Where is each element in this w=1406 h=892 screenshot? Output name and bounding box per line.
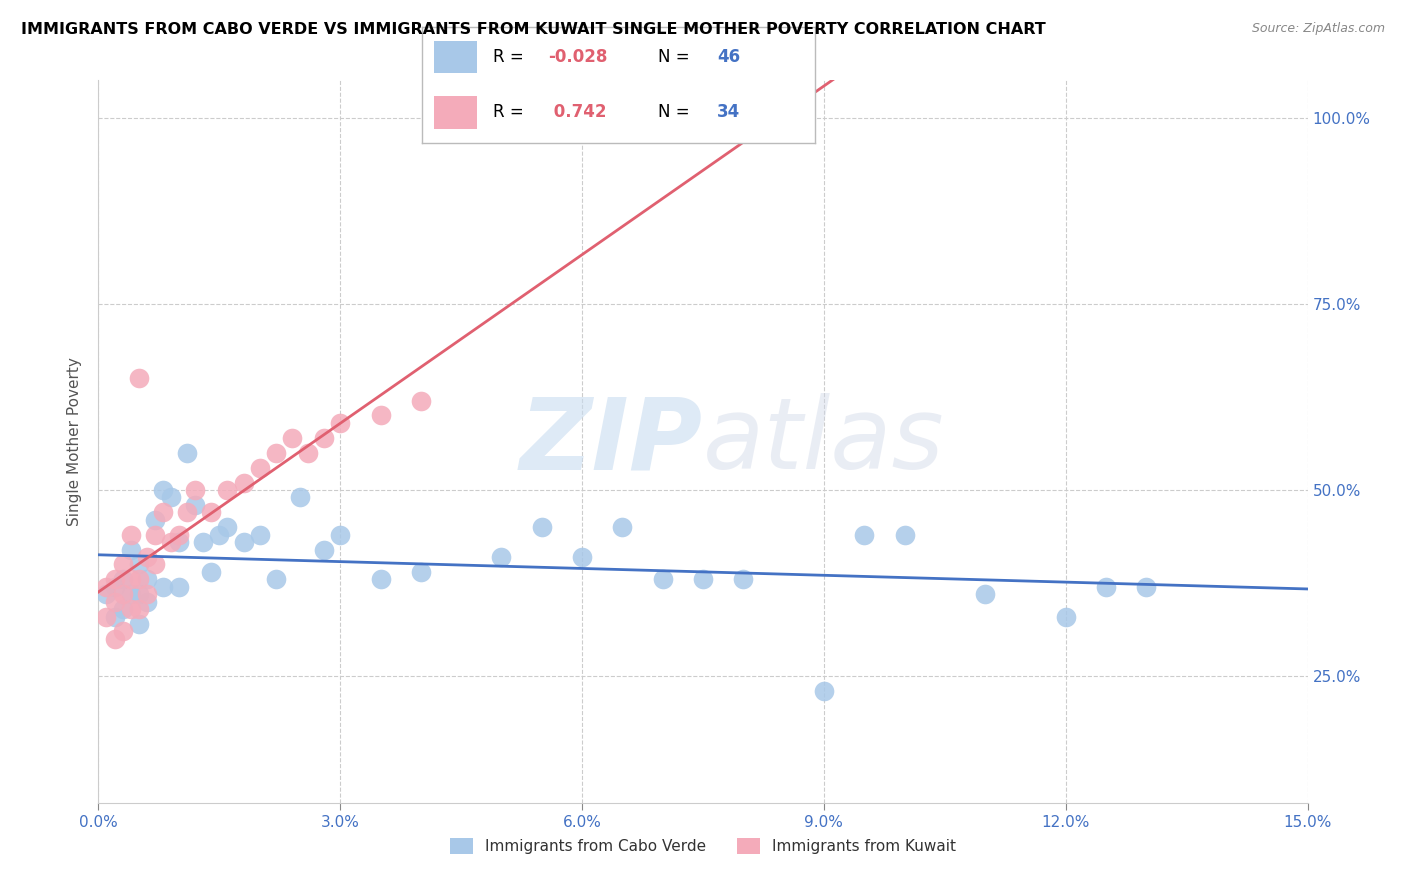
Point	[128, 617, 150, 632]
Point	[1095, 580, 1118, 594]
Point	[96, 580, 118, 594]
Point	[111, 572, 134, 586]
Point	[143, 513, 166, 527]
Point	[103, 609, 125, 624]
Point	[152, 483, 174, 497]
Point	[176, 446, 198, 460]
Point	[167, 527, 190, 541]
Point	[249, 527, 271, 541]
Point	[103, 632, 125, 646]
Text: IMMIGRANTS FROM CABO VERDE VS IMMIGRANTS FROM KUWAIT SINGLE MOTHER POVERTY CORRE: IMMIGRANTS FROM CABO VERDE VS IMMIGRANTS…	[21, 22, 1046, 37]
Point	[974, 587, 997, 601]
Point	[120, 572, 142, 586]
Point	[208, 527, 231, 541]
Point	[96, 587, 118, 601]
Point	[120, 602, 142, 616]
Point	[128, 371, 150, 385]
Point	[111, 558, 134, 572]
Point	[297, 446, 319, 460]
Point	[651, 572, 673, 586]
Point	[152, 505, 174, 519]
Legend: Immigrants from Cabo Verde, Immigrants from Kuwait: Immigrants from Cabo Verde, Immigrants f…	[444, 832, 962, 860]
Point	[111, 587, 134, 601]
Text: 46: 46	[717, 48, 740, 67]
Point	[103, 595, 125, 609]
Point	[193, 535, 215, 549]
Point	[281, 431, 304, 445]
Point	[1135, 580, 1157, 594]
Point	[135, 572, 157, 586]
Point	[370, 572, 392, 586]
Text: -0.028: -0.028	[548, 48, 607, 67]
Text: N =: N =	[658, 48, 695, 67]
Point	[491, 549, 513, 564]
Point	[143, 558, 166, 572]
Text: Source: ZipAtlas.com: Source: ZipAtlas.com	[1251, 22, 1385, 36]
Point	[103, 580, 125, 594]
Point	[329, 416, 352, 430]
Text: ZIP: ZIP	[520, 393, 703, 490]
Point	[217, 483, 239, 497]
Point	[128, 587, 150, 601]
Point	[111, 602, 134, 616]
Point	[111, 624, 134, 639]
Point	[96, 609, 118, 624]
Point	[853, 527, 876, 541]
Point	[184, 483, 207, 497]
Point	[128, 602, 150, 616]
Point	[232, 475, 254, 490]
Point	[160, 491, 183, 505]
Point	[184, 498, 207, 512]
Point	[530, 520, 553, 534]
Point	[200, 565, 222, 579]
Point	[128, 558, 150, 572]
FancyBboxPatch shape	[433, 41, 477, 73]
Point	[120, 542, 142, 557]
Point	[612, 520, 634, 534]
Point	[143, 527, 166, 541]
Text: N =: N =	[658, 103, 695, 121]
Text: atlas: atlas	[703, 393, 945, 490]
FancyBboxPatch shape	[433, 96, 477, 128]
Point	[409, 393, 432, 408]
Point	[135, 595, 157, 609]
Point	[264, 572, 287, 586]
Point	[409, 565, 432, 579]
Text: R =: R =	[492, 103, 529, 121]
Point	[264, 446, 287, 460]
Point	[167, 535, 190, 549]
Point	[314, 431, 336, 445]
Point	[232, 535, 254, 549]
Point	[217, 520, 239, 534]
Point	[120, 587, 142, 601]
Text: R =: R =	[492, 48, 529, 67]
Point	[135, 587, 157, 601]
Point	[314, 542, 336, 557]
Point	[128, 572, 150, 586]
Point	[329, 527, 352, 541]
Text: 0.742: 0.742	[548, 103, 606, 121]
Point	[733, 572, 755, 586]
Point	[370, 409, 392, 423]
Point	[288, 491, 311, 505]
Point	[167, 580, 190, 594]
Y-axis label: Single Mother Poverty: Single Mother Poverty	[67, 357, 83, 526]
Point	[249, 460, 271, 475]
Point	[200, 505, 222, 519]
Point	[135, 549, 157, 564]
Point	[152, 580, 174, 594]
Point	[893, 527, 915, 541]
Text: 34: 34	[717, 103, 741, 121]
Point	[813, 684, 835, 698]
Point	[571, 549, 593, 564]
Point	[176, 505, 198, 519]
Point	[103, 572, 125, 586]
Point	[692, 572, 714, 586]
Point	[120, 527, 142, 541]
Point	[160, 535, 183, 549]
Point	[1054, 609, 1077, 624]
